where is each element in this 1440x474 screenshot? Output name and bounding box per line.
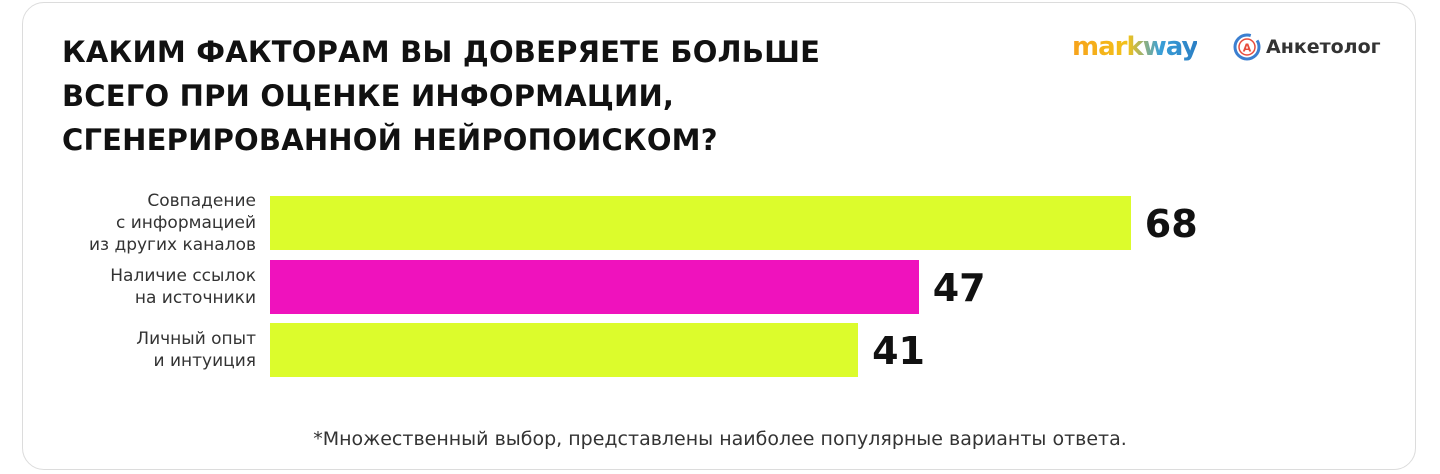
value-label: 47 — [932, 266, 986, 310]
value-label: 68 — [1144, 202, 1198, 246]
svg-text:A: A — [1243, 42, 1252, 55]
category-label: Личный опыт и интуиция — [136, 329, 256, 371]
bar — [270, 323, 859, 377]
logo: Анкетолог — [1266, 36, 1381, 58]
category-label: Наличие ссылок на источники — [110, 266, 256, 308]
card — [22, 2, 1416, 470]
category-label: Совпадение с информацией из других канал… — [88, 191, 256, 255]
bar — [270, 196, 1131, 250]
chart-title: КАКИМ ФАКТОРАМ ВЫ ДОВЕРЯЕТЕ БОЛЬШЕ ВСЕГО… — [62, 35, 821, 157]
logo: markway — [1072, 32, 1198, 62]
footnote: *Множественный выбор, представлены наибо… — [313, 428, 1127, 450]
value-label: 41 — [872, 329, 925, 373]
bar — [270, 260, 919, 314]
logo-icon: A — [1233, 33, 1261, 61]
